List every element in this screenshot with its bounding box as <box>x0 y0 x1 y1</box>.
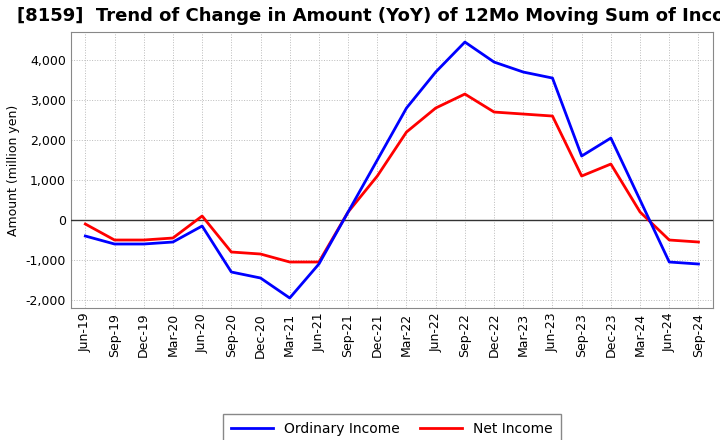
Ordinary Income <box>548 75 557 81</box>
Ordinary Income <box>461 40 469 45</box>
Ordinary Income <box>256 275 265 281</box>
Net Income <box>402 129 411 135</box>
Ordinary Income <box>110 242 119 247</box>
Y-axis label: Amount (million yen): Amount (million yen) <box>7 104 20 236</box>
Net Income <box>519 111 528 117</box>
Net Income <box>343 209 352 215</box>
Net Income <box>461 92 469 97</box>
Ordinary Income <box>519 70 528 75</box>
Net Income <box>373 173 382 179</box>
Net Income <box>198 213 207 219</box>
Net Income <box>431 106 440 111</box>
Ordinary Income <box>168 239 177 245</box>
Net Income <box>285 259 294 264</box>
Net Income <box>490 110 498 115</box>
Net Income <box>140 237 148 242</box>
Ordinary Income <box>140 242 148 247</box>
Net Income <box>81 221 90 227</box>
Ordinary Income <box>636 198 644 203</box>
Ordinary Income <box>198 224 207 229</box>
Net Income <box>168 235 177 241</box>
Net Income <box>606 161 615 167</box>
Ordinary Income <box>81 233 90 238</box>
Ordinary Income <box>343 209 352 215</box>
Net Income <box>110 237 119 242</box>
Ordinary Income <box>402 106 411 111</box>
Net Income <box>636 209 644 215</box>
Net Income <box>256 251 265 257</box>
Ordinary Income <box>577 154 586 159</box>
Title: [8159]  Trend of Change in Amount (YoY) of 12Mo Moving Sum of Incomes: [8159] Trend of Change in Amount (YoY) o… <box>17 7 720 25</box>
Ordinary Income <box>606 136 615 141</box>
Ordinary Income <box>694 261 703 267</box>
Net Income <box>548 114 557 119</box>
Ordinary Income <box>315 261 323 267</box>
Net Income <box>227 249 235 255</box>
Net Income <box>315 259 323 264</box>
Net Income <box>694 239 703 245</box>
Line: Ordinary Income: Ordinary Income <box>86 42 698 298</box>
Ordinary Income <box>665 259 674 264</box>
Line: Net Income: Net Income <box>86 94 698 262</box>
Net Income <box>577 173 586 179</box>
Ordinary Income <box>431 70 440 75</box>
Net Income <box>665 237 674 242</box>
Legend: Ordinary Income, Net Income: Ordinary Income, Net Income <box>222 414 561 440</box>
Ordinary Income <box>285 295 294 301</box>
Ordinary Income <box>373 158 382 163</box>
Ordinary Income <box>490 59 498 65</box>
Ordinary Income <box>227 269 235 275</box>
